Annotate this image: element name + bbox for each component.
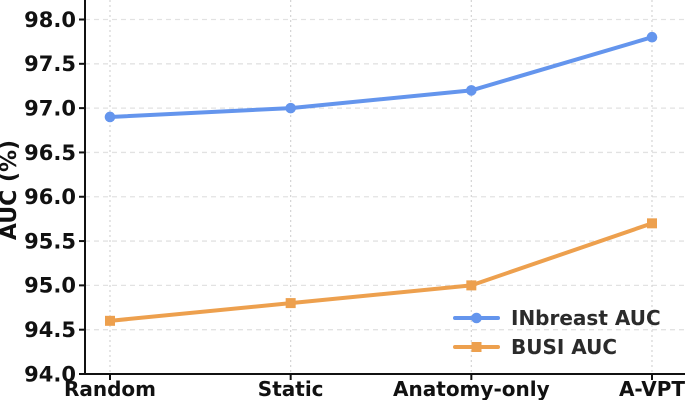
y-tick-label: 95.0 <box>24 274 76 298</box>
data-point-square <box>647 218 657 229</box>
series-line-busi <box>108 221 654 323</box>
y-tick-label: 96.5 <box>24 141 76 165</box>
data-point-circle <box>646 31 658 43</box>
y-tick-label: 97.5 <box>24 52 76 76</box>
data-point-circle <box>466 85 477 96</box>
legend-label: BUSI AUC <box>511 335 617 359</box>
data-point-square <box>105 315 115 326</box>
legend-square-marker <box>471 342 482 352</box>
y-tick-label: 98.0 <box>24 8 76 32</box>
data-point-square <box>285 298 296 309</box>
legend-circle-marker <box>471 312 482 324</box>
y-tick-label: 94.5 <box>24 318 76 342</box>
data-point-circle <box>285 102 296 114</box>
series-line-inbreast <box>108 35 654 119</box>
x-tick-label: A-VPT <box>619 377 685 400</box>
x-tick-label: Anatomy-only <box>393 377 550 400</box>
y-axis-title: AUC (%) <box>0 140 22 240</box>
y-tick-label: 94.0 <box>24 362 76 386</box>
legend-label: INbreast AUC <box>511 306 661 330</box>
data-point-square <box>466 280 477 291</box>
legend-entry: BUSI AUC <box>453 335 617 359</box>
x-tick-label: Random <box>64 377 156 400</box>
data-point-circle <box>104 111 116 123</box>
y-tick-label: 95.5 <box>24 229 76 253</box>
y-tick-label: 97.0 <box>24 96 76 120</box>
y-tick-label: 96.0 <box>24 185 76 209</box>
x-tick-label: Static <box>258 377 324 400</box>
legend-entry: INbreast AUC <box>453 306 661 330</box>
